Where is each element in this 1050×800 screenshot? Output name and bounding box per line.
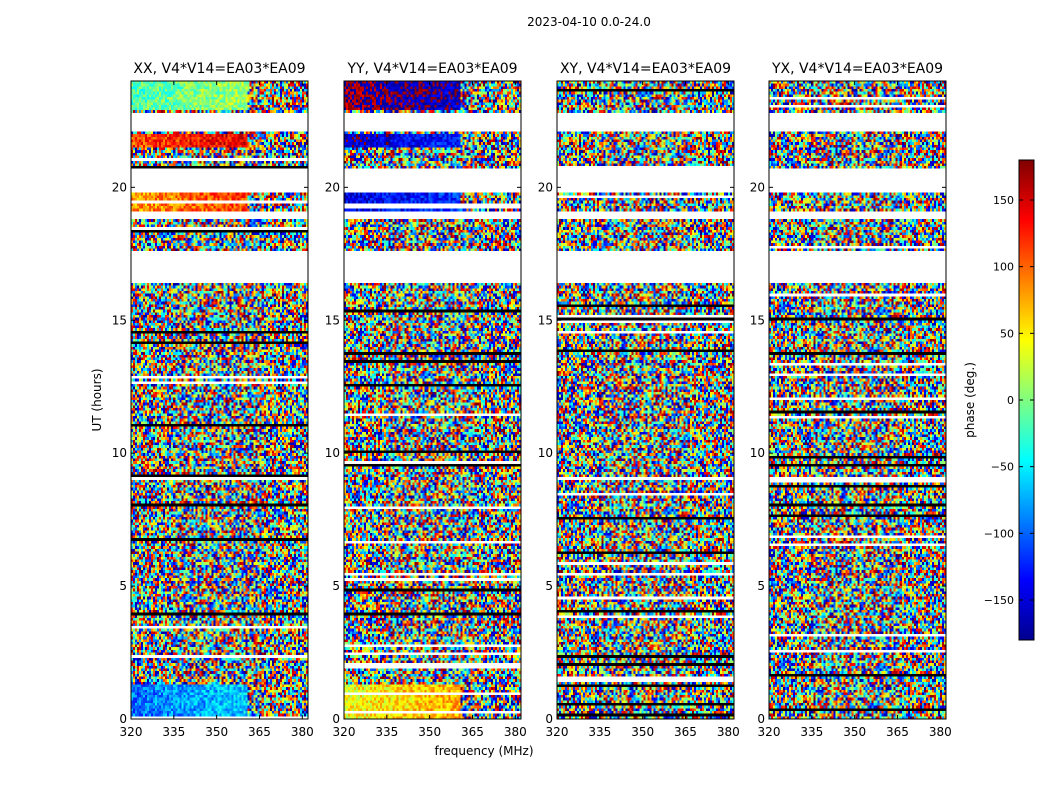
y-tick-label: 15 [538,313,553,327]
y-tick-label: 10 [538,446,553,460]
x-tick-label: 365 [248,725,271,739]
y-tick-label: 20 [750,180,765,194]
y-tick-label: 20 [538,180,553,194]
x-tick-label: 335 [588,725,611,739]
x-tick-label: 335 [800,725,823,739]
x-tick-label: 335 [375,725,398,739]
y-tick-label: 15 [325,313,340,327]
colorbar-tick-label: 100 [993,261,1014,274]
panel-frame [130,80,309,720]
y-tick-label: 15 [112,313,127,327]
x-axis-label: frequency (MHz) [434,744,533,758]
panel-3: YX, V4*V14=EA03*EA09 320 335 350 365 380 0 5 10 1… [750,61,952,739]
colorbar-label: phase (deg.) [963,362,977,438]
y-tick-label: 0 [757,712,765,726]
phase-heatmap [557,81,734,719]
y-axis-label: UT (hours) [90,368,104,431]
y-tick-label: 15 [750,313,765,327]
panel-0: XX, V4*V14=EA03*EA09 320 335 350 365 380 0 5 10 1… [112,61,314,739]
y-tick-label: 0 [332,712,340,726]
x-tick-label: 335 [162,725,185,739]
panels: XX, V4*V14=EA03*EA09 320 335 350 365 380 0 5 10 1… [112,61,952,739]
panel-frame [768,80,947,720]
y-tick-label: 10 [325,446,340,460]
panel-title: YX, V4*V14=EA03*EA09 [771,61,943,77]
x-tick-label: 380 [929,725,952,739]
x-tick-label: 350 [631,725,654,739]
y-tick-label: 5 [545,579,553,593]
panel-frame [556,80,735,720]
y-tick-label: 5 [332,579,340,593]
x-tick-label: 365 [461,725,484,739]
colorbar-tick-label: −50 [991,461,1014,474]
x-tick-label: 320 [333,725,356,739]
y-tick-label: 5 [119,579,127,593]
phase-heatmap [131,81,308,719]
y-tick-label: 20 [112,180,127,194]
phase-heatmap [344,81,521,719]
panel-frame [343,80,522,720]
colorbar: 150 100 50 0 −50 −100 −150 [984,159,1035,641]
colorbar-tick-label: 150 [993,194,1014,207]
panel-2: XY, V4*V14=EA03*EA09 320 335 350 365 380 0 5 10 1… [538,61,740,739]
y-tick-label: 20 [325,180,340,194]
x-tick-label: 350 [418,725,441,739]
figure-suptitle: 2023-04-10 0.0-24.0 [527,15,651,29]
y-tick-label: 0 [119,712,127,726]
x-tick-label: 365 [674,725,697,739]
x-tick-label: 380 [504,725,527,739]
phase-heatmap [769,81,946,719]
x-tick-label: 320 [546,725,569,739]
x-tick-label: 350 [843,725,866,739]
colorbar-tick-label: −100 [984,527,1014,540]
y-tick-label: 0 [545,712,553,726]
x-tick-label: 380 [291,725,314,739]
y-tick-label: 10 [750,446,765,460]
panel-title: YY, V4*V14=EA03*EA09 [346,61,517,77]
panel-title: XX, V4*V14=EA03*EA09 [133,61,305,77]
x-tick-label: 350 [205,725,228,739]
x-tick-label: 365 [886,725,909,739]
colorbar-tick-label: −150 [984,594,1014,607]
x-tick-label: 320 [120,725,143,739]
colorbar-tick-label: 0 [1007,394,1014,407]
panel-title: XY, V4*V14=EA03*EA09 [560,61,731,77]
y-tick-label: 5 [757,579,765,593]
x-tick-label: 320 [758,725,781,739]
panel-1: YY, V4*V14=EA03*EA09 320 335 350 365 380 0 5 10 1… [325,61,527,739]
colorbar-tick-label: 50 [1000,327,1014,340]
x-tick-label: 380 [717,725,740,739]
y-tick-label: 10 [112,446,127,460]
